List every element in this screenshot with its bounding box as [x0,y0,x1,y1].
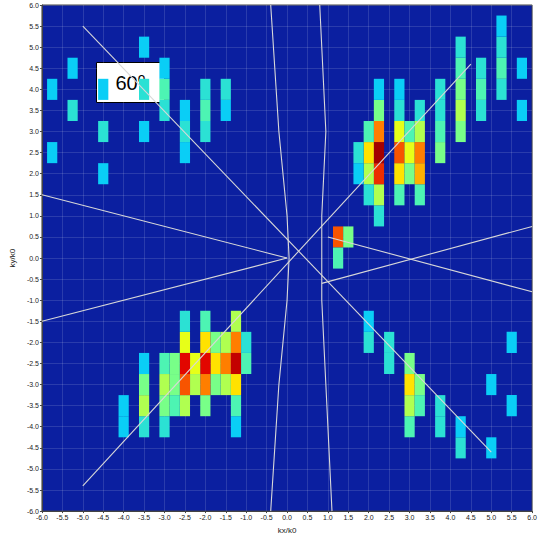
svg-text:-4.5: -4.5 [97,514,109,521]
svg-text:-4.5: -4.5 [27,444,39,451]
svg-text:kx/k0: kx/k0 [278,526,297,535]
svg-text:-3.0: -3.0 [158,514,170,521]
svg-text:3.5: 3.5 [29,107,39,114]
svg-text:3.0: 3.0 [29,128,39,135]
svg-text:1.0: 1.0 [29,212,39,219]
svg-text:-1.5: -1.5 [27,318,39,325]
svg-text:4.5: 4.5 [466,514,476,521]
svg-text:2.5: 2.5 [29,149,39,156]
svg-text:-2.0: -2.0 [27,339,39,346]
svg-text:-1.0: -1.0 [240,514,252,521]
svg-text:2.5: 2.5 [384,514,394,521]
svg-text:-3.5: -3.5 [138,514,150,521]
svg-text:5.0: 5.0 [486,514,496,521]
svg-text:-5.0: -5.0 [27,465,39,472]
svg-text:-1.5: -1.5 [220,514,232,521]
svg-text:6.0: 6.0 [527,514,537,521]
svg-text:5.5: 5.5 [29,23,39,30]
svg-text:3.5: 3.5 [425,514,435,521]
svg-text:6.0: 6.0 [29,2,39,9]
svg-text:0.5: 0.5 [29,233,39,240]
svg-text:4.0: 4.0 [446,514,456,521]
svg-text:2.0: 2.0 [29,170,39,177]
svg-text:60⁰: 60⁰ [115,71,146,94]
svg-text:2.0: 2.0 [364,514,374,521]
svg-text:0.0: 0.0 [29,255,39,262]
svg-text:-3.5: -3.5 [27,402,39,409]
svg-text:-0.5: -0.5 [261,514,273,521]
svg-text:-5.0: -5.0 [77,514,89,521]
svg-text:4.5: 4.5 [29,65,39,72]
svg-text:1.5: 1.5 [343,514,353,521]
svg-text:-6.0: -6.0 [26,507,39,515]
svg-text:-0.5: -0.5 [27,276,39,283]
svg-text:-2.0: -2.0 [199,514,211,521]
svg-text:-4.0: -4.0 [27,423,39,430]
svg-text:0.5: 0.5 [303,514,313,521]
svg-text:-2.5: -2.5 [27,360,39,367]
svg-text:0.0: 0.0 [282,514,292,521]
svg-text:1.0: 1.0 [323,514,333,521]
svg-text:-2.5: -2.5 [179,514,191,521]
svg-text:5.5: 5.5 [507,514,517,521]
svg-text:-1.0: -1.0 [27,297,39,304]
svg-text:1.5: 1.5 [29,191,39,198]
svg-text:4.0: 4.0 [29,86,39,93]
svg-text:-6.0: -6.0 [36,514,48,521]
svg-text:3.0: 3.0 [405,514,415,521]
svg-text:-4.0: -4.0 [118,514,130,521]
svg-text:-5.5: -5.5 [27,487,39,494]
svg-text:-5.5: -5.5 [56,514,68,521]
svg-text:-3.0: -3.0 [27,381,39,388]
svg-text:5.0: 5.0 [29,44,39,51]
svg-text:ky/k0: ky/k0 [8,248,17,267]
